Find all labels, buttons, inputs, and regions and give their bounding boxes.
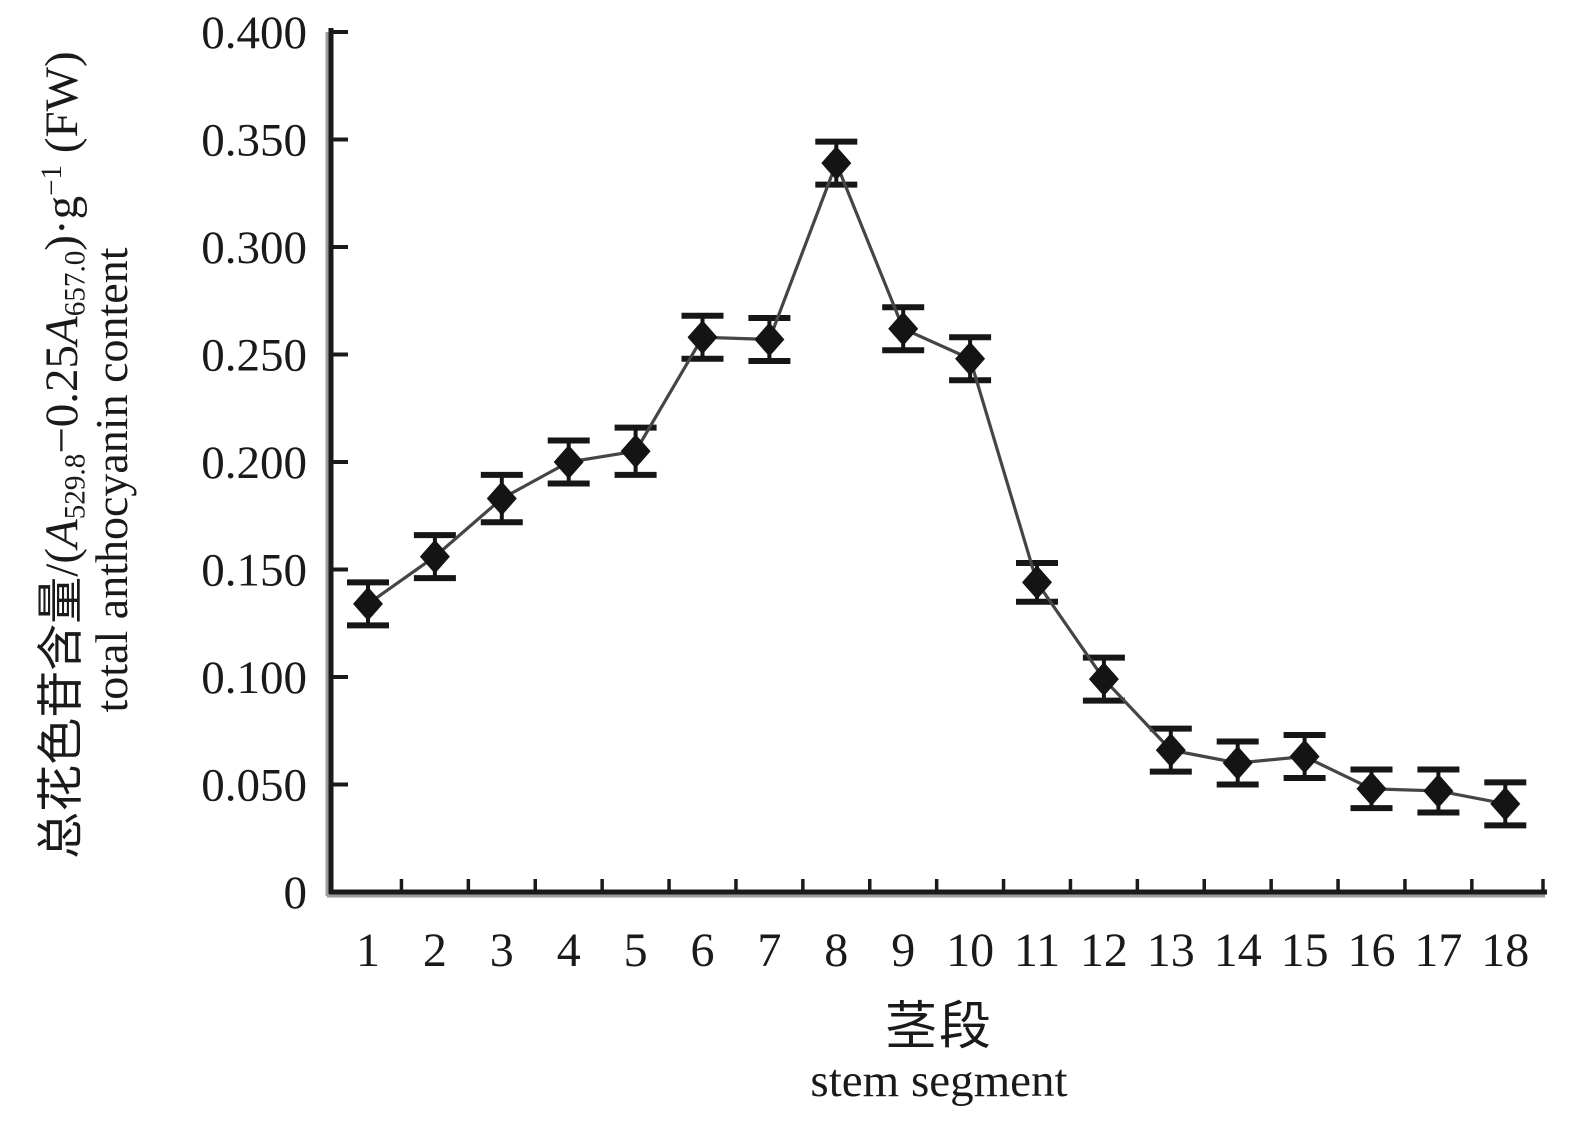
data-point-9 [888, 311, 919, 346]
x-tick-label-13: 13 [1147, 924, 1195, 977]
x-tick-label-1: 1 [356, 924, 380, 977]
x-tick-label-8: 8 [824, 924, 848, 977]
y-tick-label-0: 0 [284, 867, 308, 919]
x-tick-label-16: 16 [1348, 924, 1396, 977]
data-point-12 [1088, 662, 1119, 697]
y-tick-label-0.150: 0.150 [201, 545, 307, 597]
x-tick-label-9: 9 [891, 924, 915, 977]
data-point-14 [1222, 746, 1253, 780]
data-point-4 [553, 445, 584, 479]
data-point-15 [1289, 739, 1320, 774]
data-point-2 [419, 539, 450, 574]
data-point-13 [1155, 733, 1186, 768]
data-point-1 [353, 586, 383, 621]
y-tick-label-0.100: 0.100 [201, 652, 307, 704]
series-line [367, 158, 1506, 806]
x-tick-label-7: 7 [757, 924, 781, 977]
data-point-5 [620, 434, 651, 469]
x-tick-label-3: 3 [490, 924, 514, 977]
data-point-8 [821, 146, 852, 181]
y-axis-ticks: 0 0.050 0.100 0.150 0.200 0.250 0.300 0.350 0.40… [201, 7, 348, 919]
x-tick-label-2: 2 [423, 924, 447, 977]
x-tick-label-11: 11 [1014, 924, 1060, 977]
y-tick-label-0.250: 0.250 [201, 330, 307, 382]
y-tick-label-0.200: 0.200 [201, 437, 307, 489]
y-tick-label-0.050: 0.050 [201, 760, 307, 812]
x-tick-label-12: 12 [1080, 924, 1128, 977]
y-tick-label-0.350: 0.350 [201, 115, 307, 167]
data-point-18 [1490, 786, 1521, 821]
y-tick-label-0.400: 0.400 [201, 7, 307, 59]
y-tick-label-0.300: 0.300 [201, 222, 307, 274]
x-axis-ticks: 1 2 3 4 5 6 7 8 9 10 11 12 13 14 15 16 17 18 [356, 879, 1545, 977]
x-tick-label-14: 14 [1214, 924, 1262, 977]
data-point-10 [955, 341, 986, 376]
data-series-markers [353, 146, 1521, 821]
x-axis-title-chinese: 茎段 [884, 999, 993, 1056]
x-tick-label-17: 17 [1414, 924, 1462, 977]
data-point-3 [486, 481, 517, 516]
data-point-6 [687, 320, 718, 355]
x-tick-label-4: 4 [557, 924, 581, 977]
x-tick-label-5: 5 [624, 924, 648, 977]
x-tick-label-6: 6 [691, 924, 715, 977]
data-point-11 [1022, 565, 1052, 600]
data-point-17 [1423, 773, 1454, 808]
data-point-16 [1356, 771, 1387, 806]
x-tick-label-15: 15 [1281, 924, 1329, 977]
x-tick-label-10: 10 [946, 924, 994, 977]
error-bars [347, 138, 1527, 829]
data-point-7 [754, 322, 785, 357]
x-tick-label-18: 18 [1481, 924, 1529, 977]
x-axis-title-english: stem segment [810, 1055, 1068, 1107]
